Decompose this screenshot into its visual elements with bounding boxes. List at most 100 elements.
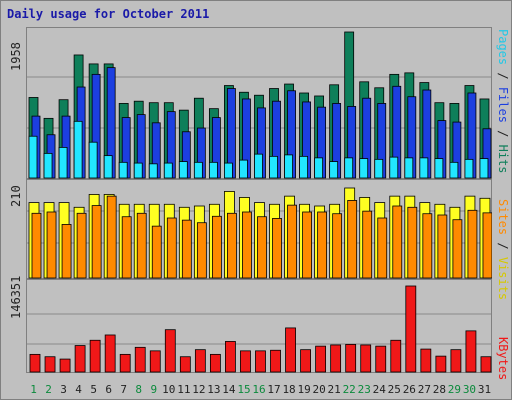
day-label-19: 19 [297, 383, 310, 396]
day-label-9: 9 [150, 383, 157, 396]
day-label-7: 7 [120, 383, 127, 396]
pages-bar-31 [479, 158, 489, 179]
day-label-12: 12 [192, 383, 205, 396]
day-label-6: 6 [105, 383, 112, 396]
sites-bar-12 [196, 222, 207, 279]
day-label-26: 26 [403, 383, 416, 396]
kbytes-bar-30 [465, 330, 477, 373]
sites-bar-5 [91, 205, 102, 279]
kbytes-bar-26 [405, 285, 417, 373]
day-label-16: 16 [252, 383, 265, 396]
sites-bar-21 [332, 213, 343, 279]
pages-bar-17 [269, 155, 278, 179]
sites-bar-29 [452, 219, 463, 279]
pages-bar-4 [73, 120, 83, 179]
kbytes-bar-1 [29, 353, 41, 373]
kbytes-bar-23 [360, 344, 372, 373]
sites-bar-14 [227, 212, 237, 279]
visits-legend: Sites / Visits [496, 199, 510, 301]
sites-bar-20 [317, 211, 328, 279]
day-label-28: 28 [433, 383, 446, 396]
pages-bar-9 [148, 163, 158, 179]
day-label-14: 14 [222, 383, 236, 396]
day-label-15: 15 [237, 383, 250, 396]
pages-bar-29 [449, 161, 459, 179]
sites-bar-6 [106, 195, 117, 279]
legend-kbytes: KBytes [496, 337, 510, 381]
day-label-22: 22 [343, 383, 356, 396]
kbytes-bar-18 [285, 327, 296, 373]
sites-bar-19 [302, 211, 312, 279]
kbytes-bar-6 [104, 334, 116, 373]
sites-bar-26 [407, 206, 418, 279]
pages-bar-7 [118, 161, 128, 179]
day-label-18: 18 [282, 383, 295, 396]
day-label-27: 27 [418, 383, 431, 396]
visits-sites-panel [26, 179, 493, 279]
kbytes-bar-9 [149, 350, 161, 373]
kbytes-bar-5 [89, 339, 101, 373]
kbytes-bar-3 [59, 358, 71, 373]
pages-bar-24 [374, 158, 384, 179]
day-label-20: 20 [313, 383, 326, 396]
day-label-4: 4 [75, 383, 82, 396]
kbytes-bar-28 [435, 355, 447, 373]
kbytes-bar-10 [164, 329, 176, 373]
sites-bar-16 [257, 216, 267, 279]
legend-pages: Pages [496, 29, 510, 66]
hits-max-label: 1958 [9, 42, 23, 71]
pages-bar-13 [208, 161, 218, 179]
day-label-25: 25 [388, 383, 401, 396]
pages-bar-10 [163, 162, 173, 179]
kbytes-bar-17 [270, 349, 281, 373]
pages-bar-12 [193, 161, 203, 179]
day-label-30: 30 [463, 383, 476, 396]
sites-bar-7 [121, 216, 132, 279]
pages-bar-20 [314, 157, 324, 179]
hits-files-pages-panel [26, 27, 492, 179]
pages-bar-23 [359, 158, 369, 179]
sites-bar-13 [211, 215, 222, 279]
pages-bar-28 [434, 158, 444, 179]
pages-bar-15 [239, 159, 248, 179]
kbytes-bar-24 [375, 345, 387, 373]
sites-bar-10 [166, 217, 177, 279]
sites-bar-30 [467, 209, 478, 279]
kbytes-bar-12 [194, 349, 206, 373]
sites-bar-25 [392, 205, 403, 279]
sites-bar-1 [31, 212, 42, 279]
pages-bar-22 [344, 157, 354, 179]
chart-title: Daily usage for October 2011 [7, 7, 210, 21]
kbytes-bar-27 [420, 348, 432, 373]
kbytes-max-label: 146351 [9, 275, 23, 319]
legend-hits: Hits [496, 144, 510, 174]
kbytes-chart [26, 279, 492, 373]
pages-bar-27 [419, 157, 429, 179]
kbytes-bar-20 [315, 345, 327, 373]
day-label-23: 23 [358, 383, 371, 396]
pages-bar-18 [284, 154, 293, 179]
pages-bar-19 [299, 155, 308, 179]
kbytes-bar-29 [450, 349, 462, 373]
pages-bar-3 [58, 147, 68, 179]
kbytes-bar-15 [240, 350, 251, 373]
kbytes-bar-8 [134, 346, 146, 373]
sites-bar-27 [422, 213, 433, 279]
pages-bar-25 [389, 156, 399, 179]
legend-visits: Visits [496, 256, 510, 301]
legend-sites: Sites [496, 199, 510, 236]
hits-files-pages-chart [26, 27, 492, 179]
sites-bar-17 [272, 218, 282, 279]
sites-bar-24 [377, 217, 388, 279]
pages-bar-5 [88, 141, 98, 179]
kbytes-bar-7 [119, 353, 131, 373]
day-label-8: 8 [135, 383, 142, 396]
pages-bar-14 [224, 162, 233, 179]
kbytes-panel [26, 279, 492, 373]
pages-bar-16 [254, 153, 263, 179]
day-label-17: 17 [267, 383, 280, 396]
pages-bar-26 [404, 157, 414, 179]
pages-bar-2 [43, 152, 53, 179]
sites-bar-31 [482, 212, 493, 279]
